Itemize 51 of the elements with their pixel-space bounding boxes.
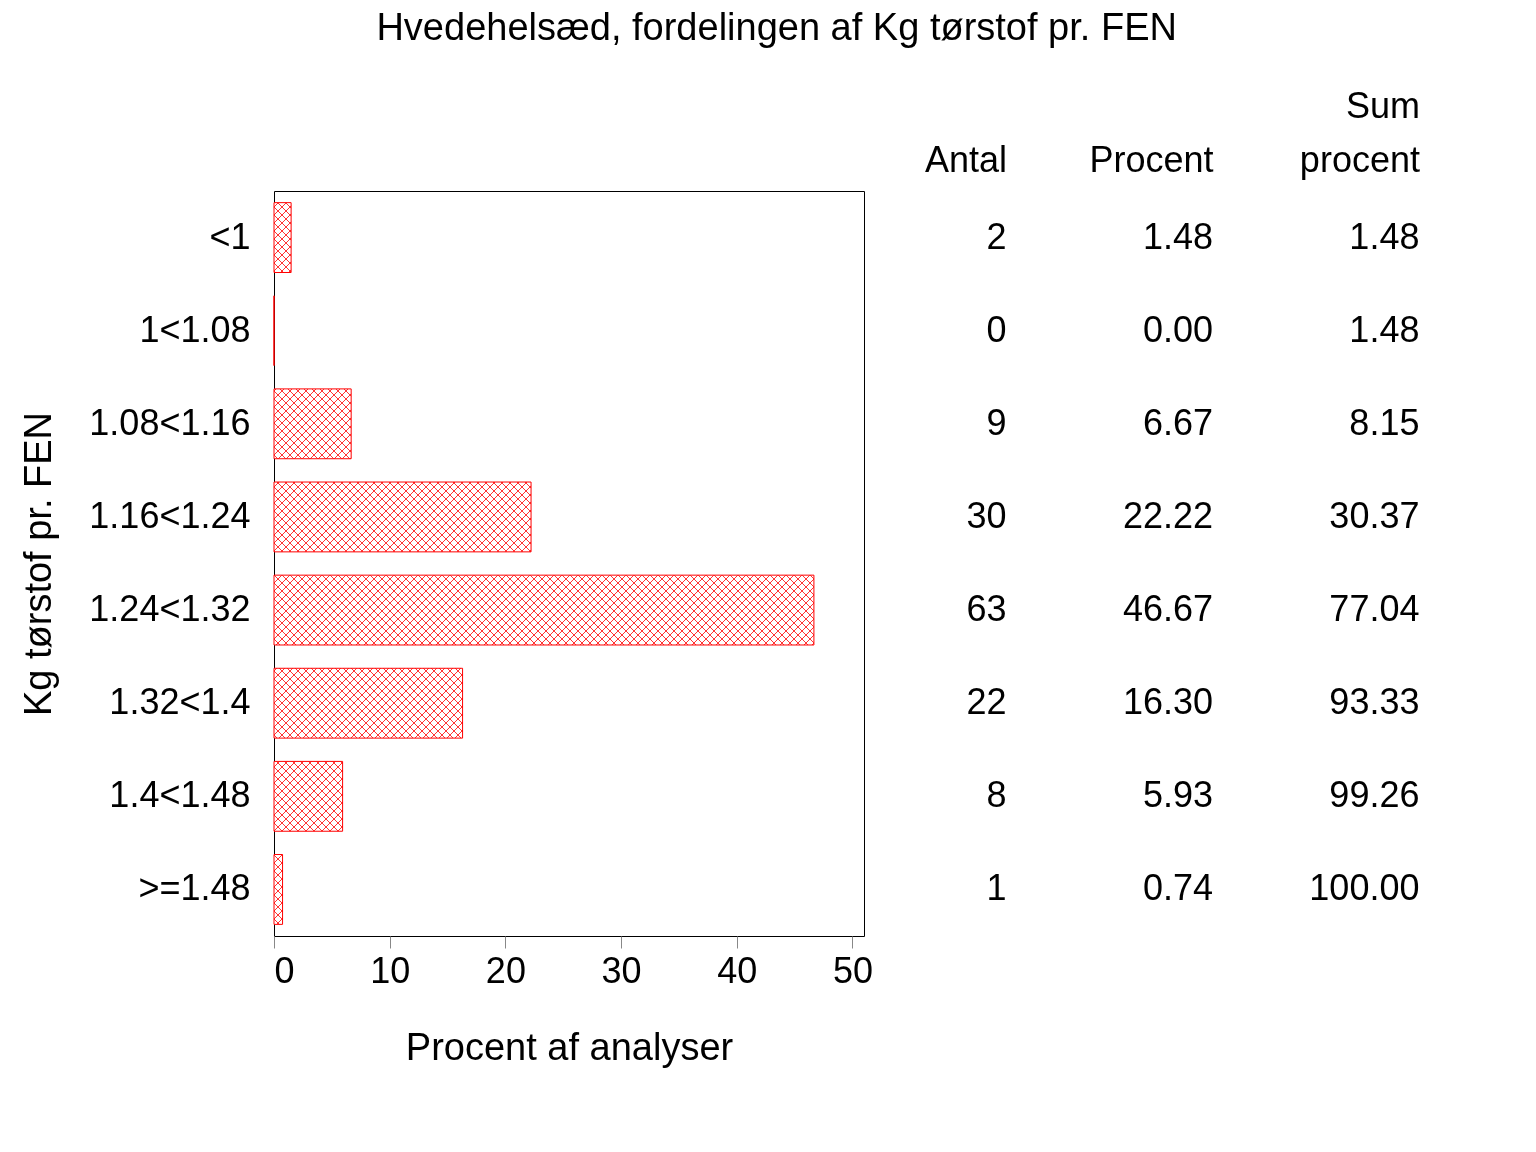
y-tick-label: 1<1.08 xyxy=(139,308,251,350)
data-label: 1.48 xyxy=(1142,215,1213,257)
text: 8.15 xyxy=(1349,401,1420,443)
chart-title: Hvedehelsæd, fordelingen af Kg tørstof pr. FEN xyxy=(376,6,1177,48)
y-tick-label: >=1.48 xyxy=(138,867,251,909)
bar xyxy=(273,481,532,553)
bar xyxy=(273,667,464,739)
text: 0 xyxy=(986,308,1007,350)
data-label: 0.00 xyxy=(1142,308,1213,350)
x-tick-label: 20 xyxy=(485,949,526,991)
text: 99.26 xyxy=(1329,774,1420,816)
bar xyxy=(273,760,344,832)
y-tick-label: 1.08<1.16 xyxy=(89,401,251,443)
data-label: 5.93 xyxy=(1142,774,1213,816)
text: 1.48 xyxy=(1349,308,1420,350)
text: 77.04 xyxy=(1329,588,1420,630)
text: Antal xyxy=(924,138,1008,180)
x-tick-label: 30 xyxy=(601,949,642,991)
x-axis-title: Procent af analyser xyxy=(405,1025,734,1068)
text: Procent xyxy=(1089,138,1214,180)
text: 100.00 xyxy=(1309,867,1420,909)
x-tick-label: 40 xyxy=(717,949,758,991)
text: Sum procent xyxy=(1299,84,1420,180)
data-label: 16.30 xyxy=(1122,681,1213,723)
x-tick-label: 0 xyxy=(274,949,295,991)
text: 22 xyxy=(966,681,1007,723)
y-tick-label: 1.32<1.4 xyxy=(109,681,251,723)
x-tick-label: 10 xyxy=(370,949,411,991)
bar xyxy=(273,574,815,646)
bar xyxy=(273,854,284,925)
data-label: 6.67 xyxy=(1142,401,1213,443)
text: 2 xyxy=(986,215,1007,257)
y-tick-label: 1.16<1.24 xyxy=(89,494,251,536)
text: 1 xyxy=(986,867,1007,909)
text: 1.48 xyxy=(1349,215,1420,257)
text: 9 xyxy=(986,401,1007,443)
y-tick-label: 1.24<1.32 xyxy=(89,588,251,630)
data-label: 22.22 xyxy=(1122,494,1213,536)
y-axis-title: Kg tørstof pr. FEN xyxy=(17,411,60,717)
data-label: 0.74 xyxy=(1142,867,1213,909)
text: 63 xyxy=(966,588,1007,630)
text: 30.37 xyxy=(1329,494,1420,536)
y-tick-label: 1.4<1.48 xyxy=(109,774,251,816)
text: 30 xyxy=(966,494,1007,536)
y-tick-label: <1 xyxy=(209,215,251,257)
bar xyxy=(273,388,352,460)
data-label: 46.67 xyxy=(1122,588,1213,630)
bar xyxy=(273,202,292,273)
text: 8 xyxy=(986,774,1007,816)
x-tick-label: 50 xyxy=(832,949,873,991)
text: 93.33 xyxy=(1329,681,1420,723)
